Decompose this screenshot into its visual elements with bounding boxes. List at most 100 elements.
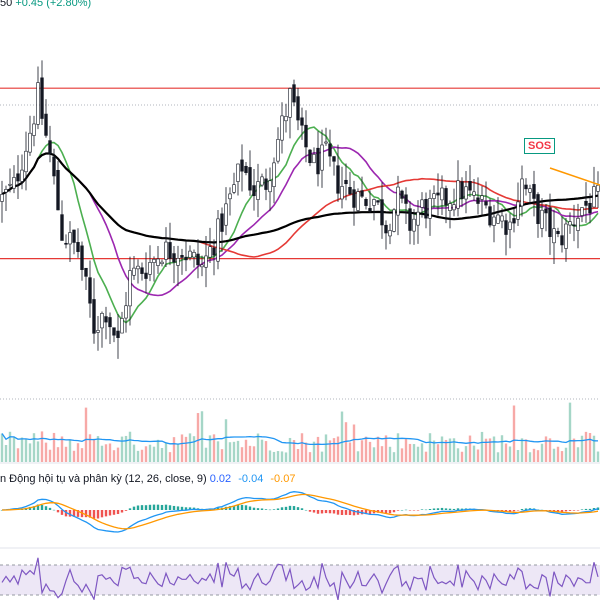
volume-bar: [56, 447, 60, 462]
volume-bar: [176, 443, 180, 462]
volume-bar: [524, 439, 528, 462]
candle-body: [584, 200, 588, 206]
volume-bar: [64, 446, 68, 462]
candle-body: [356, 191, 360, 211]
candle-body: [468, 181, 472, 191]
candle-body: [580, 207, 584, 216]
volume-bar: [284, 452, 288, 462]
candle-body: [372, 199, 376, 206]
macd-hist-bar: [332, 510, 336, 514]
macd-hist-bar: [384, 510, 388, 514]
volume-bar: [252, 446, 256, 462]
macd-hist-bar: [416, 510, 420, 511]
volume-bar: [436, 444, 440, 462]
macd-hist-bar: [28, 506, 32, 510]
volume-bar: [472, 445, 476, 462]
macd-legend-title: n Động hội tụ và phân kỳ (12, 26, close,…: [0, 473, 207, 485]
macd-hist-bar: [96, 510, 100, 519]
volume-bar: [224, 419, 228, 462]
volume-bar: [556, 446, 560, 462]
candle-body: [224, 203, 228, 226]
volume-bar: [44, 442, 48, 462]
candle-body: [284, 116, 288, 122]
macd-legend: n Động hội tụ và phân kỳ (12, 26, close,…: [0, 473, 295, 485]
volume-ma-line: [1, 433, 599, 446]
volume-bar: [228, 442, 232, 462]
volume-bar: [48, 449, 52, 462]
volume-bar: [488, 438, 492, 462]
candle-body: [576, 217, 580, 231]
volume-bar: [152, 446, 156, 462]
macd-hist-bar: [348, 510, 352, 516]
candle-body: [92, 299, 96, 334]
candle-body: [228, 193, 232, 200]
candle-body: [272, 162, 276, 187]
volume-bar: [548, 438, 552, 462]
candle-body: [180, 255, 184, 258]
volume-bar: [60, 436, 64, 462]
volume-bar: [116, 447, 120, 462]
price-change: +0.45 (+2.80%): [15, 0, 92, 9]
volume-bar: [484, 438, 488, 462]
volume-bar: [128, 431, 132, 462]
volume-bar: [588, 433, 592, 462]
candle-body: [432, 193, 436, 199]
volume-bar: [444, 439, 448, 462]
macd-hist-bar: [124, 510, 128, 511]
volume-bar: [504, 443, 508, 462]
macd-hist-bar: [552, 510, 556, 512]
macd-hist-bar: [380, 510, 384, 514]
candle-body: [36, 82, 40, 125]
macd-hist-bar: [40, 505, 44, 510]
volume-bar: [104, 444, 108, 462]
candle-body: [160, 261, 164, 265]
candle-body: [380, 199, 384, 226]
macd-signal-value: -0.04: [238, 473, 264, 485]
candle-body: [560, 235, 564, 246]
volume-bar: [520, 438, 524, 462]
volume-bar: [396, 433, 400, 462]
volume-bar: [92, 438, 96, 462]
volume-bar: [312, 441, 316, 462]
candle-body: [0, 194, 4, 202]
candle-body: [68, 232, 72, 245]
macd-hist-bar: [160, 504, 164, 510]
volume-bar: [468, 435, 472, 462]
candle-body: [296, 96, 300, 121]
macd-hist-bar: [324, 510, 328, 514]
volume-bar: [516, 450, 520, 462]
volume-bar: [596, 451, 600, 462]
volume-bar: [260, 439, 264, 462]
macd-hist-bar: [388, 510, 392, 514]
macd-hist-bar: [48, 507, 52, 510]
signal-line: [2, 493, 599, 530]
macd-hist-bar: [432, 508, 436, 510]
macd-hist-bar: [520, 508, 524, 510]
candle-body: [168, 242, 172, 259]
volume-bar: [148, 444, 152, 462]
sos-label[interactable]: SOS: [524, 138, 556, 154]
candle-body: [360, 190, 364, 197]
macd-hist-bar: [368, 510, 372, 514]
macd-hist-bar: [352, 510, 356, 516]
volume-bar: [40, 431, 44, 462]
volume-bar: [32, 433, 36, 462]
macd-hist-bar: [320, 510, 324, 514]
macd-hist-bar: [312, 510, 316, 513]
volume-bar: [392, 452, 396, 462]
candle-body: [120, 318, 124, 334]
macd-hist-bar: [32, 506, 36, 510]
candle-body: [188, 250, 192, 258]
macd-hist-bar: [60, 510, 64, 515]
volume-bar: [304, 442, 308, 462]
volume-bar: [248, 445, 252, 462]
volume-bar: [276, 451, 280, 462]
volume-bar: [456, 448, 460, 462]
volume-bar: [112, 450, 116, 462]
candle-body: [460, 181, 464, 200]
candle-body: [164, 241, 168, 260]
volume-bar: [368, 441, 372, 462]
candle-body: [440, 187, 444, 201]
